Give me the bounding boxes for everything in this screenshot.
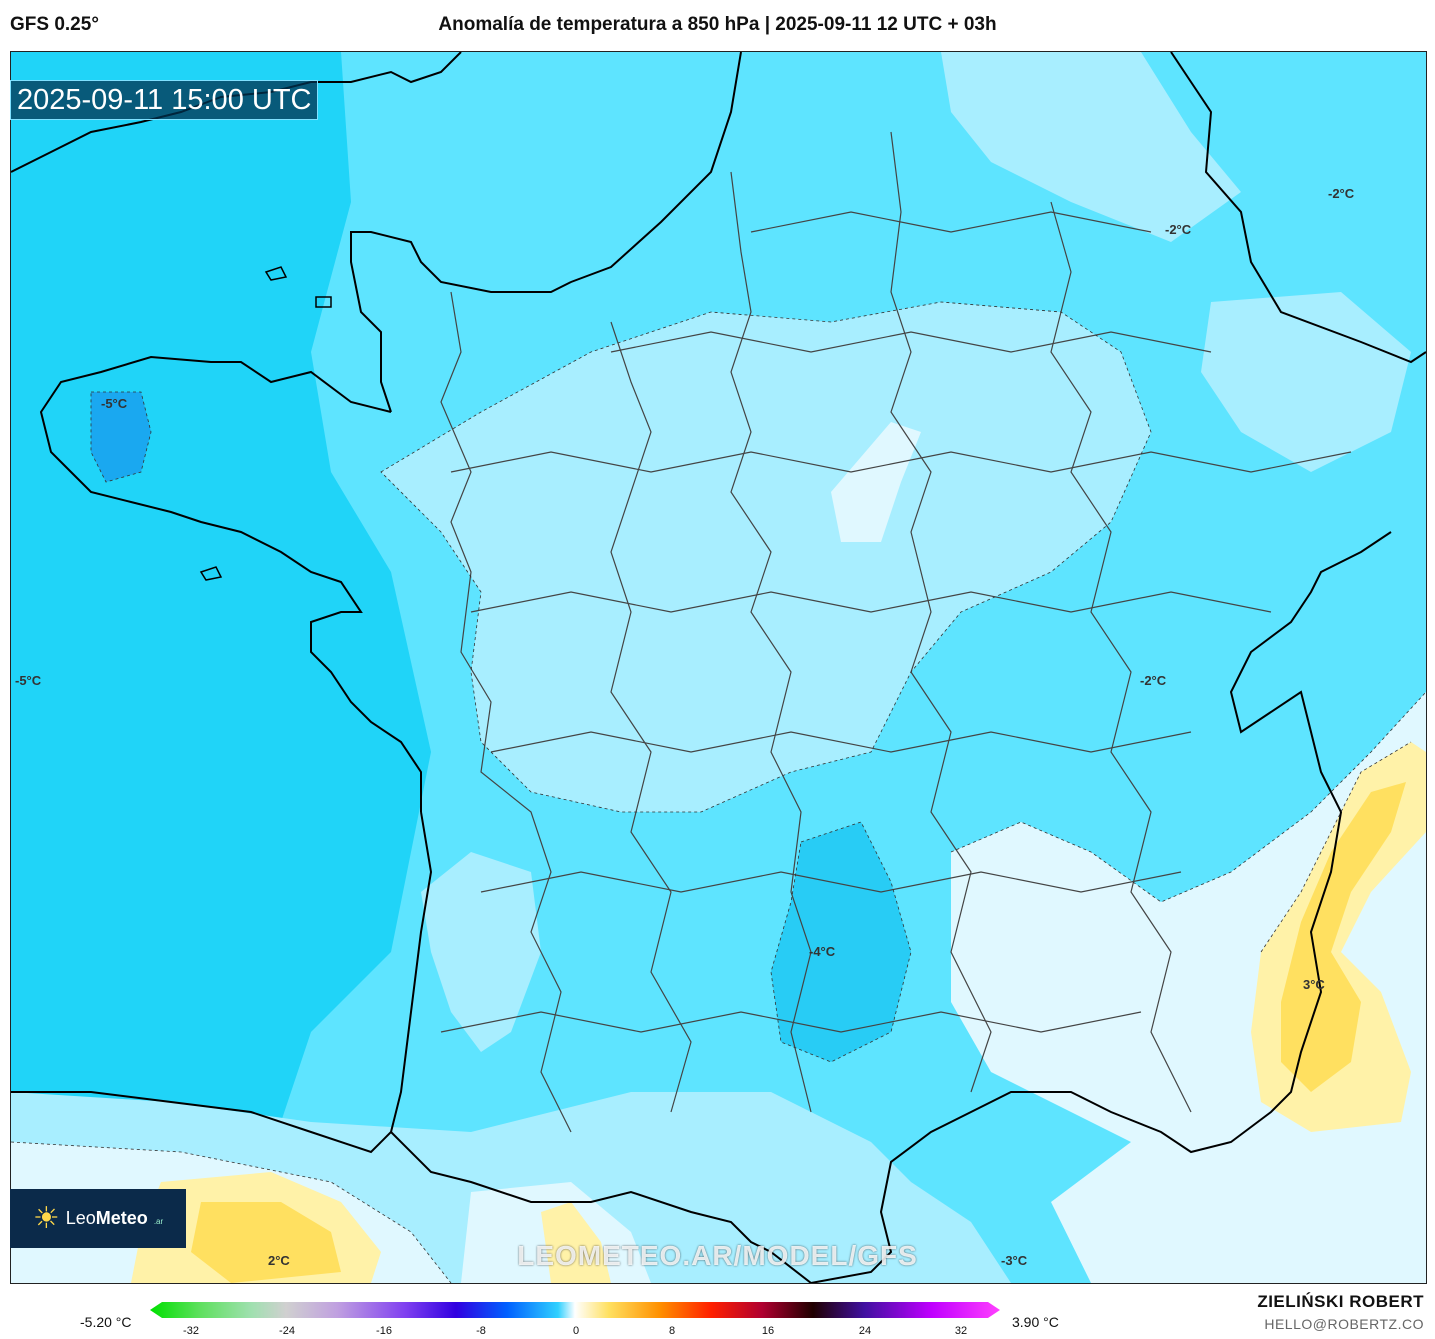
temperature-map <box>11 52 1426 1283</box>
contour-label-atlantic: -5°C <box>15 673 42 688</box>
contour-lines <box>11 301 1426 1283</box>
coastline-south <box>390 1131 812 1283</box>
legend-tick: 8 <box>668 1325 676 1337</box>
field-light-central <box>381 302 1151 812</box>
legend-tick: -16 <box>376 1325 392 1337</box>
legend-tick: 24 <box>858 1325 872 1337</box>
field-warmer-spain <box>191 1202 341 1283</box>
field-warmer-italy <box>1281 782 1406 1092</box>
contour-label-brittany: -5°C <box>101 396 128 411</box>
contour-label-ne1: -2°C <box>1328 186 1355 201</box>
field-very-light-north <box>831 422 921 542</box>
chart-title: Anomalía de temperatura a 850 hPa | 2025… <box>438 14 997 35</box>
logo-suffix: .ar <box>153 1217 164 1226</box>
contour-label-ne2: -2°C <box>1165 222 1192 237</box>
watermark-url: LEOMETEO.AR/MODEL/GFS <box>517 1240 918 1271</box>
contour-label-massif: -4°C <box>809 944 836 959</box>
map-frame[interactable]: -5°C -5°C -2°C -2°C -2°C -4°C 3°C 2°C -3… <box>10 51 1427 1284</box>
leometeo-logo[interactable]: ☀ LeoMeteo .ar <box>10 1189 186 1248</box>
legend-tick: -24 <box>279 1325 295 1337</box>
legend-colorbar <box>150 1302 1000 1318</box>
legend-max-label: 3.90 °C <box>1012 1314 1059 1330</box>
legend-tick: -32 <box>183 1325 199 1337</box>
contour-label-spain: 2°C <box>268 1253 290 1268</box>
author-name: ZIELIŃSKI ROBERT <box>1257 1292 1424 1311</box>
field-light-northeast <box>1201 292 1411 472</box>
contour-label-med: -3°C <box>1001 1253 1028 1268</box>
legend-tick: 16 <box>761 1325 775 1337</box>
author-email[interactable]: HELLO@ROBERTZ.CO <box>1264 1316 1424 1332</box>
legend-tick: 0 <box>572 1325 580 1337</box>
coastline-france <box>11 52 1426 1283</box>
legend-tick: -8 <box>476 1325 486 1337</box>
model-label: GFS 0.25° <box>10 14 99 35</box>
field-light-southwest <box>421 852 541 1052</box>
contour-label-italy: 3°C <box>1303 977 1325 992</box>
legend-min-label: -5.20 °C <box>80 1314 132 1330</box>
valid-time-badge: 2025-09-11 15:00 UTC <box>10 80 319 120</box>
legend-tick: 32 <box>954 1325 968 1337</box>
sun-icon: ☀ <box>32 1201 60 1235</box>
region-borders <box>440 131 1352 1133</box>
field-cold-core-brittany <box>91 392 151 482</box>
field-warm-spain2 <box>541 1202 611 1283</box>
coastline-islands <box>199 266 332 581</box>
contour-label-alps: -2°C <box>1140 673 1167 688</box>
field-very-light-southeast <box>951 692 1426 1283</box>
field-cold-core-massif <box>771 822 911 1062</box>
field-light-north <box>941 52 1241 242</box>
logo-wordmark: LeoMeteo <box>65 1208 148 1228</box>
